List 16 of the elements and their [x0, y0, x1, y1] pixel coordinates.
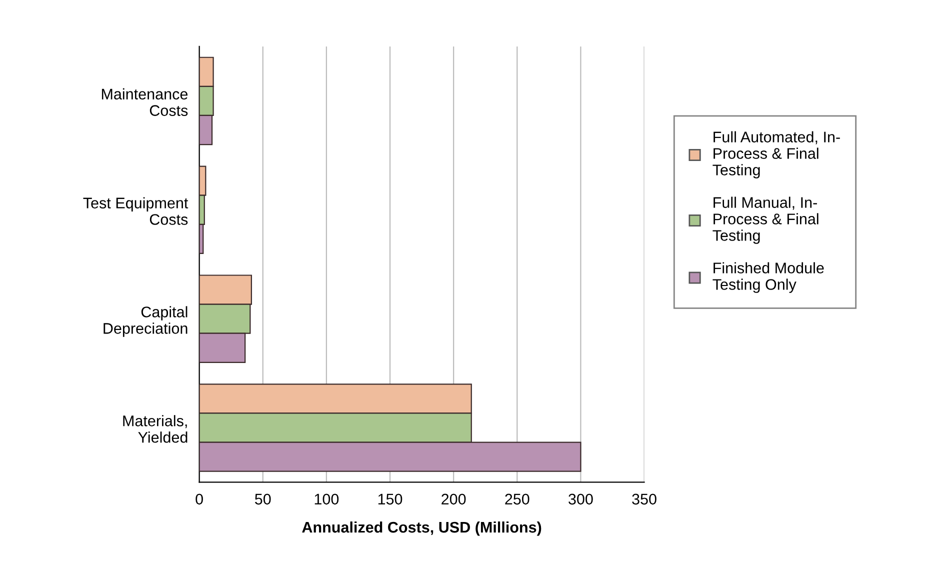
legend-label: Finished Module Testing Only: [712, 262, 824, 293]
x-tick-label: 250: [505, 494, 530, 505]
x-tick-label: 100: [314, 494, 339, 505]
y-tick-label: Test Equipment Costs: [83, 197, 188, 225]
x-tick-label: 300: [568, 494, 593, 505]
legend-label: Full Automated, In- Process & Final Testing: [712, 131, 840, 178]
x-tick-label: 150: [378, 494, 402, 505]
x-tick-label: 200: [442, 494, 466, 505]
legend-label: Full Manual, In- Process & Final Testing: [712, 196, 818, 244]
y-tick-label: Materials, Yielded: [123, 415, 188, 443]
x-tick-label: 0: [196, 494, 203, 505]
x-axis-title: Annualized Costs, USD (Millions): [302, 521, 542, 536]
y-tick-label: Maintenance Costs: [102, 88, 188, 116]
x-tick-label: 50: [254, 494, 271, 505]
y-tick-label: Capital Depreciation: [104, 306, 188, 337]
x-tick-label: 350: [632, 494, 656, 505]
